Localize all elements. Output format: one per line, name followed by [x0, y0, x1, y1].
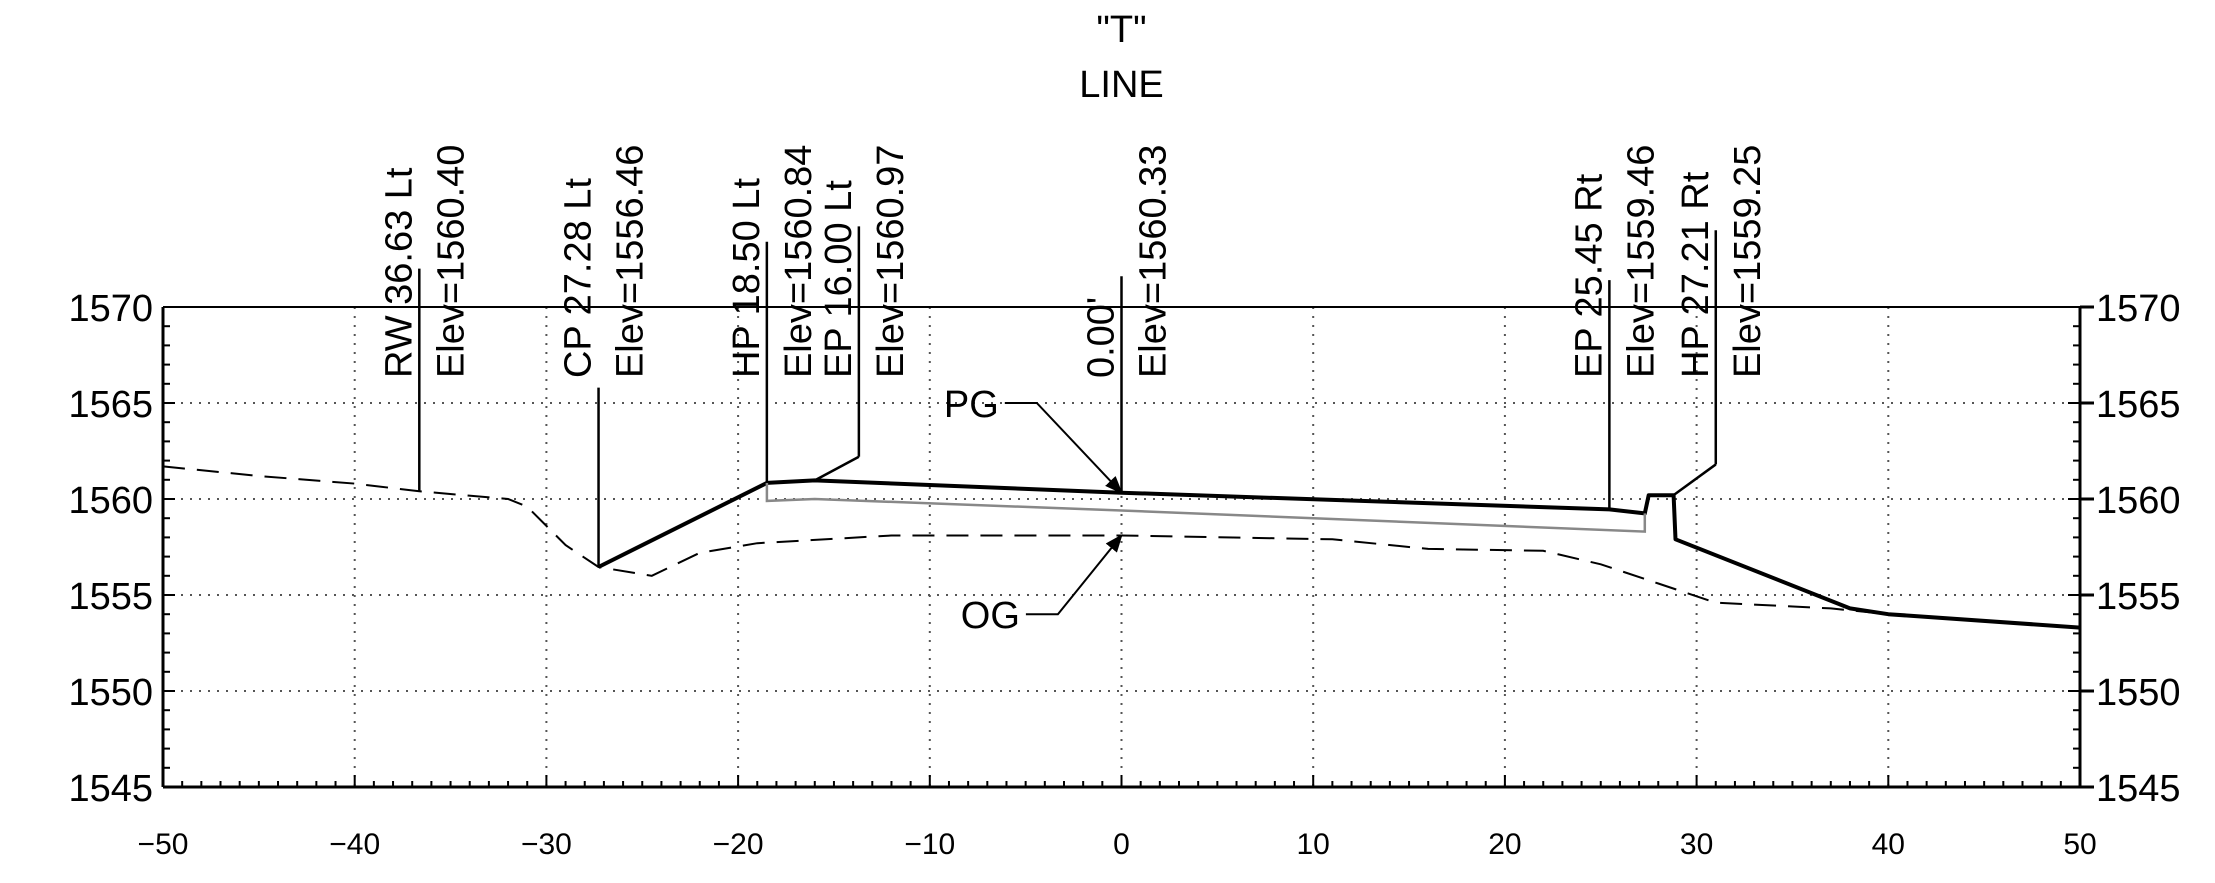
y-tick-label-right: 1545 [2096, 768, 2181, 810]
station-label: HP 18.50 Lt [726, 178, 768, 378]
data-series [162, 465, 2081, 630]
station-label: EP 25.45 Rt [1568, 173, 1610, 378]
y-tick-label-right: 1570 [2096, 288, 2181, 330]
y-tick-label-left: 1555 [68, 576, 153, 618]
series-og-line [162, 465, 2081, 629]
station-label: CP 27.28 Lt [558, 178, 600, 378]
station-elev-label: Elev=1560.40 [430, 145, 472, 378]
x-tick-label: 50 [2063, 828, 2096, 861]
y-tick-label-right: 1550 [2096, 672, 2181, 714]
station-label: 0.00' [1081, 297, 1123, 378]
station-elev-label: Elev=1556.46 [610, 145, 652, 378]
station-label: HP 27.21 Rt [1675, 171, 1717, 378]
header-line-1: "T" [1096, 9, 1146, 51]
callout-arrow [1004, 402, 1123, 494]
callout-pg: PG [944, 384, 1123, 494]
station-annotations: RW 36.63 Lt Elev=1560.40 CP 27.28 Lt Elev=1… [378, 145, 1768, 638]
y-tick-label-left: 1550 [68, 672, 153, 714]
series-pg-line [597, 478, 2081, 630]
callout-arrow [1025, 534, 1123, 616]
x-tick-label: −10 [904, 828, 955, 861]
callout-label: PG [944, 384, 999, 426]
x-tick-label: 0 [1113, 828, 1130, 861]
station-annotation: CP 27.28 Lt Elev=1556.46 [558, 145, 652, 567]
station-annotation: RW 36.63 Lt Elev=1560.40 [378, 145, 472, 492]
station-annotation: HP 18.50 Lt Elev=1560.84 [726, 145, 820, 483]
x-tick-label: −30 [521, 828, 572, 861]
axes: 1545 1545 1550 1550 1555 1555 1560 1560 1565 1565… [68, 288, 2180, 861]
callout-label: OG [961, 595, 1020, 637]
callout-og: OG [961, 534, 1123, 637]
x-tick-label: 20 [1488, 828, 1521, 861]
y-tick-label-left: 1545 [68, 768, 153, 810]
station-annotation: EP 16.00 Lt Elev=1560.97 [818, 145, 912, 457]
y-tick-label-left: 1570 [68, 288, 153, 330]
station-elev-label: Elev=1559.25 [1727, 145, 1769, 378]
station-annotation: HP 27.21 Rt Elev=1559.25 [1675, 145, 1769, 465]
station-annotation: EP 25.45 Rt Elev=1559.46 [1568, 145, 1662, 510]
station-kink-line [814, 455, 860, 482]
y-tick-label-right: 1565 [2096, 384, 2181, 426]
y-tick-label-right: 1555 [2096, 576, 2181, 618]
station-elev-label: Elev=1559.46 [1620, 145, 1662, 378]
series-subgrade-line [765, 482, 1647, 533]
x-tick-label: −20 [713, 828, 764, 861]
station-kink-line [1672, 463, 1717, 497]
station-label: RW 36.63 Lt [378, 167, 420, 378]
x-tick-label: 30 [1680, 828, 1713, 861]
x-tick-label: 40 [1872, 828, 1905, 861]
y-tick-label-left: 1560 [68, 480, 153, 522]
x-tick-label: −40 [329, 828, 380, 861]
y-tick-label-right: 1560 [2096, 480, 2181, 522]
x-tick-label: −50 [138, 828, 189, 861]
station-elev-label: Elev=1560.97 [870, 145, 912, 378]
station-label: EP 16.00 Lt [818, 180, 860, 378]
header-line-2: LINE [1079, 64, 1163, 106]
station-elev-label: Elev=1560.33 [1133, 145, 1175, 378]
station-annotation: 0.00' Elev=1560.33 [1081, 145, 1175, 493]
x-tick-label: 10 [1297, 828, 1330, 861]
station-elev-label: Elev=1560.84 [778, 145, 820, 378]
y-tick-label-left: 1565 [68, 384, 153, 426]
